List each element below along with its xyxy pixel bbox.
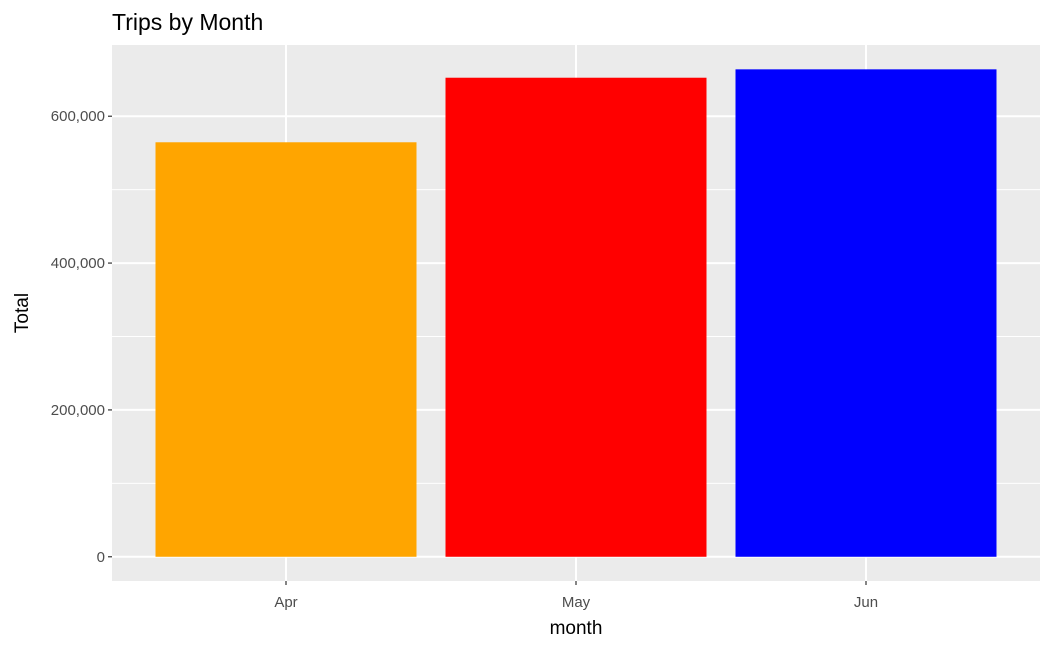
chart-title: Trips by Month: [112, 9, 263, 35]
y-tick-label: 600,000: [51, 108, 105, 125]
x-axis-title: month: [550, 618, 603, 639]
y-axis: 0 200,000 400,000 600,000: [51, 108, 112, 566]
x-axis: Apr May Jun: [274, 581, 878, 611]
y-tick-label: 400,000: [51, 255, 105, 272]
bar-jun: [735, 69, 997, 557]
y-tick-label: 200,000: [51, 402, 105, 419]
x-tick-label: Apr: [274, 594, 297, 611]
bar-may: [445, 77, 707, 557]
bar-apr: [155, 142, 417, 557]
x-tick-label: Jun: [854, 594, 878, 611]
bars: [155, 69, 997, 557]
y-axis-title: Total: [12, 293, 33, 333]
x-tick-label: May: [562, 594, 591, 611]
y-tick-label: 0: [97, 549, 105, 566]
